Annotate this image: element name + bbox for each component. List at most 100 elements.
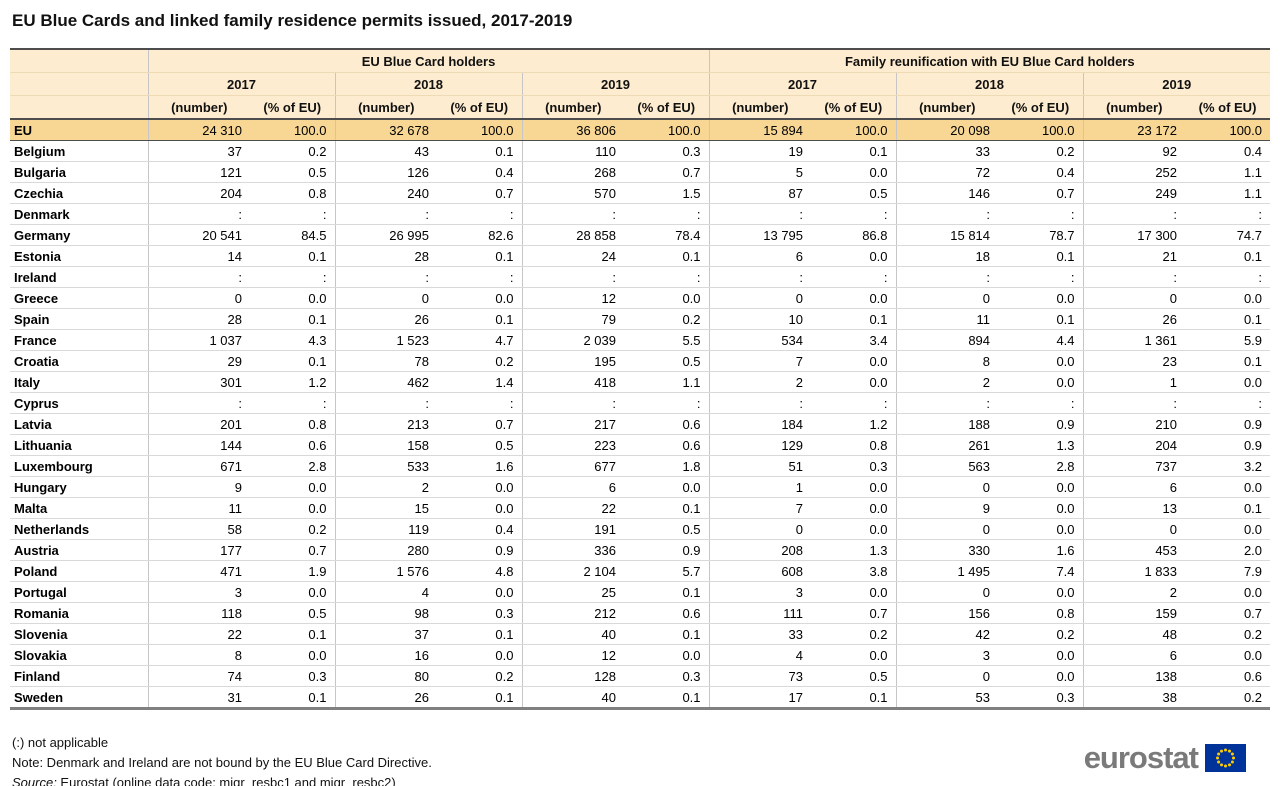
subcolumn-header-number: (number) [147,95,250,120]
value-cell: : [624,203,710,225]
country-label: Croatia [10,350,148,372]
value-cell: 0.9 [624,539,710,561]
value-cell: 0.0 [811,644,897,666]
value-cell: 533 [334,455,437,477]
table-row: Sweden 31 0.1 26 0.1 40 0.1 17 0.1 53 0.3 38 0.2 [10,686,1270,709]
value-cell: 20 098 [895,119,999,141]
value-cell: 2.8 [998,455,1084,477]
table-row: Latvia 201 0.8 213 0.7 217 0.6 184 1.2 188 0.9 210 0… [10,413,1271,435]
value-cell: 1 833 [1082,560,1186,582]
country-label: EU [10,119,148,141]
value-cell: 0.8 [250,413,335,435]
value-cell: 0.0 [811,371,897,393]
country-label: Hungary [10,476,148,498]
value-cell: 28 858 [521,224,624,246]
value-cell: 18 [895,245,999,267]
value-cell: 73 [708,665,812,687]
value-cell: 48 [1082,623,1186,645]
value-cell: 11 [147,497,250,519]
value-cell: 0.0 [998,287,1084,309]
value-cell: 0.3 [624,665,710,687]
country-label: France [10,329,148,351]
footnote-source: Source: Eurostat (online data code: migr… [12,773,1280,786]
value-cell: 0.1 [1185,308,1271,330]
table-row: Ireland:::::::::::: [10,266,1271,288]
value-cell: 1.5 [624,182,710,204]
column-group-family-reunification: Family reunification with EU Blue Card h… [708,49,1271,73]
value-cell: 0.1 [437,308,522,330]
value-cell: 301 [147,371,250,393]
value-cell: 0.0 [1185,371,1271,393]
value-cell: 0.0 [437,476,522,498]
value-cell: 208 [708,539,812,561]
value-cell: 156 [895,602,999,624]
table-row: Poland 471 1.9 1 576 4.8 2 104 5.7 608 3.8 1 495 7… [10,560,1271,582]
value-cell: 0.3 [437,602,522,624]
value-cell: 0.0 [811,581,897,603]
subcolumn-header-row: (number) (% of EU) (number) (% of EU) (n… [10,95,1271,120]
value-cell: 3 [708,581,812,603]
value-cell: 0.2 [811,623,897,645]
value-cell: : [437,392,522,414]
value-cell: 4 [334,581,437,603]
value-cell: 9 [895,497,999,519]
value-cell: 0 [147,287,250,309]
value-cell: 36 806 [521,119,624,141]
value-cell: 24 310 [147,119,250,141]
value-cell: 2 104 [521,560,624,582]
table-row: Luxembourg 671 2.8 533 1.6 677 1.8 51 0.3 563 2.8 7… [10,455,1271,477]
value-cell: 9 [147,476,250,498]
value-cell: 21 [1082,245,1186,267]
country-label: Portugal [10,581,148,603]
value-cell: 0.0 [811,245,897,267]
value-cell: 0.0 [998,665,1084,687]
value-cell: 0.1 [1185,350,1271,372]
page-title: EU Blue Cards and linked family residenc… [12,11,573,30]
value-cell: 0.2 [250,140,335,162]
value-cell: : [521,203,624,225]
eurostat-logo: eurostat [1084,742,1246,773]
value-cell: 2 [708,371,812,393]
footnote-note: Note: Denmark and Ireland are not bound … [12,755,432,770]
table-row: Romania 118 0.5 98 0.3 212 0.6 111 0.7 156 0.8 159 0… [10,602,1271,624]
value-cell: 0.0 [998,350,1084,372]
country-label: Romania [10,602,148,624]
value-cell: 0.2 [998,623,1084,645]
value-cell: 0.0 [811,287,897,309]
value-cell: 22 [147,623,250,645]
value-cell: 0.0 [1185,581,1271,603]
value-cell: : [708,203,812,225]
value-cell: 51 [708,455,812,477]
value-cell: : [624,266,710,288]
value-cell: 261 [895,434,999,456]
value-cell: 100.0 [811,119,897,141]
value-cell: 188 [895,413,999,435]
value-cell: 3.2 [1185,455,1271,477]
value-cell: 98 [334,602,437,624]
eu-flag-icon [1205,743,1246,772]
value-cell: 23 [1082,350,1186,372]
value-cell: 2 [334,476,437,498]
table-row: Germany 20 541 84.5 26 995 82.6 28 858 78.4 13 … [10,224,1271,246]
value-cell: 0.1 [495,689,514,705]
value-cell: 0.1 [998,308,1084,330]
value-cell: : [1185,392,1271,414]
value-cell: 40 [521,623,624,645]
value-cell: : [1185,266,1271,288]
value-cell: 0.0 [998,497,1084,519]
country-label: Estonia [10,245,148,267]
corner-cell [10,72,148,96]
value-cell: 43 [334,140,437,162]
value-cell: 144 [147,434,250,456]
value-cell: 204 [147,182,250,204]
value-cell: 0.5 [811,665,897,687]
value-cell: 0.1 [250,245,335,267]
value-cell: 418 [521,371,624,393]
value-cell: : [147,392,250,414]
value-cell: 100.0 [437,119,522,141]
year-header: 2018 [895,72,1084,96]
column-group-blue-card-holders: EU Blue Card holders [147,49,710,73]
value-cell: 0.1 [250,308,335,330]
table-row: Croatia 29 0.1 78 0.2 195 0.5 7 0.0 8 0.0 23 0.1 [10,350,1271,372]
